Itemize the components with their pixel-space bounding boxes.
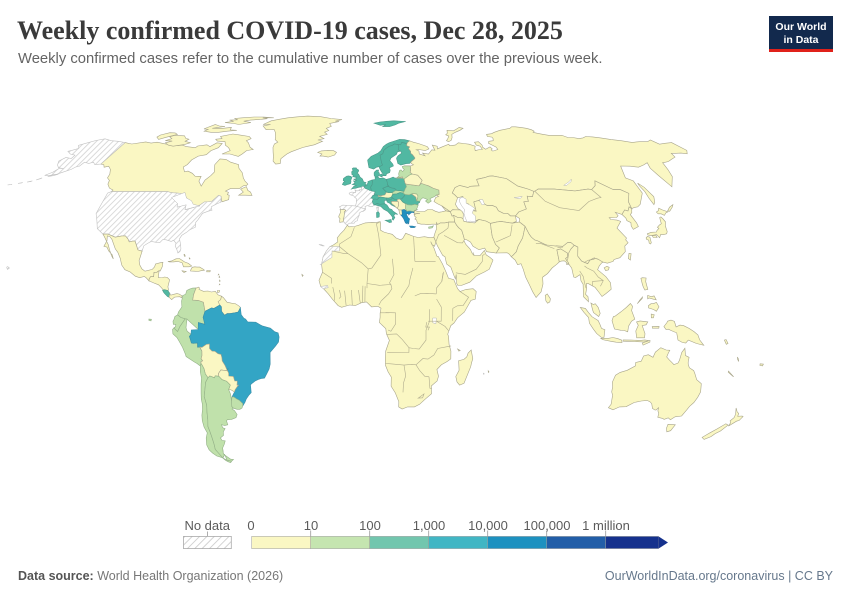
svg-text:0: 0: [247, 518, 254, 533]
svg-text:10,000: 10,000: [468, 518, 508, 533]
svg-text:1 million: 1 million: [582, 518, 630, 533]
svg-text:No data: No data: [184, 518, 230, 533]
svg-text:100,000: 100,000: [524, 518, 571, 533]
svg-text:10: 10: [304, 518, 318, 533]
svg-text:100: 100: [359, 518, 381, 533]
svg-text:1,000: 1,000: [413, 518, 446, 533]
